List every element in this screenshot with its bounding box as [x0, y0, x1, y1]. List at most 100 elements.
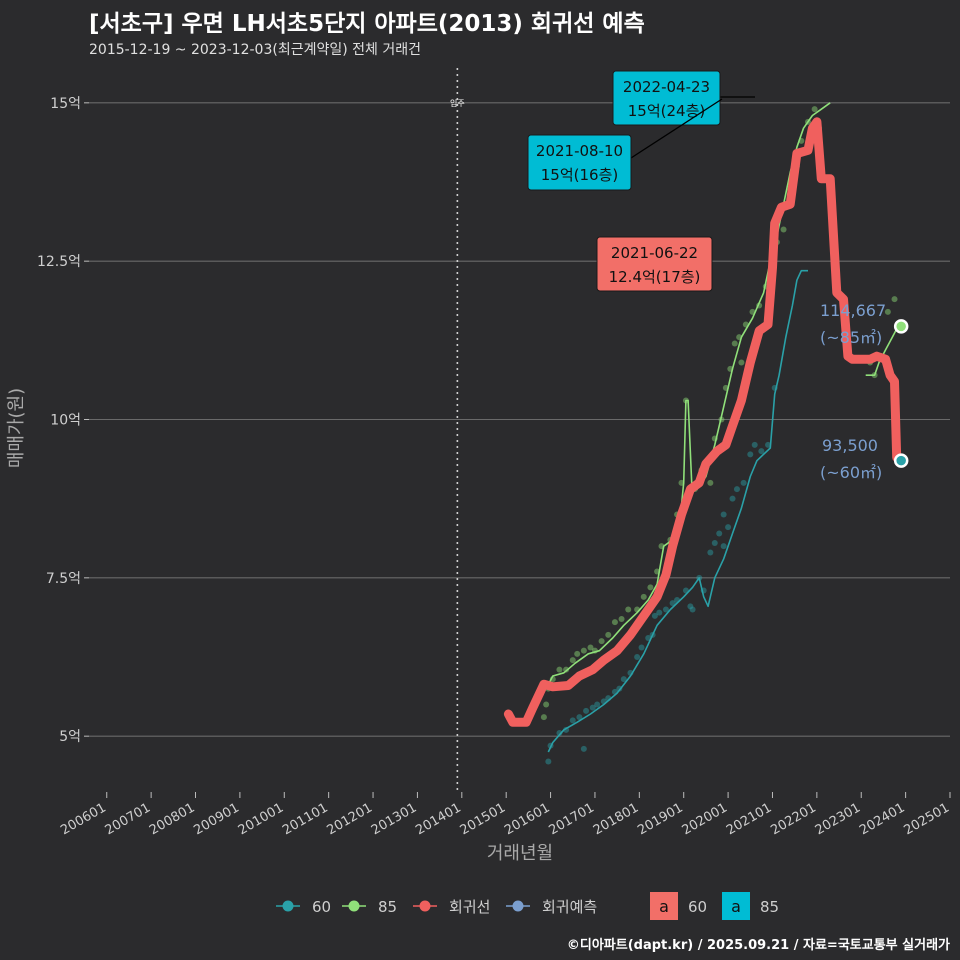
- annotation-box-2: [596, 236, 713, 292]
- legend-label-1: 85: [378, 898, 397, 916]
- scatter-point-60: [733, 486, 740, 493]
- regression-line-group: [503, 117, 902, 727]
- scatter-point-85: [611, 619, 618, 626]
- end-point-60: [893, 453, 909, 468]
- scatter-point-85: [580, 647, 587, 654]
- end-points: [893, 319, 909, 468]
- end-label-85-value: 114,667: [820, 301, 886, 320]
- scatter-point-60: [765, 441, 772, 448]
- series-lines: [545, 102, 900, 753]
- annotation-date: 2021-08-10: [536, 142, 623, 160]
- scatter-point-85: [738, 359, 745, 366]
- scatter-point-60: [651, 612, 658, 619]
- x-tick-label: 202101: [724, 800, 774, 838]
- scatter-point-60: [656, 609, 663, 616]
- legend-box-0: [650, 892, 678, 920]
- legend-key-dot-1: [348, 900, 360, 912]
- y-axis-title: 매매가(원): [6, 388, 27, 468]
- scatter-point-60: [687, 603, 694, 610]
- scatter-point-60: [669, 600, 676, 607]
- scatter-point-85: [884, 308, 891, 315]
- annotation-box-0: [612, 70, 721, 126]
- x-tick-label: 202501: [902, 800, 952, 838]
- scatter-point-60: [740, 479, 747, 486]
- legend-key-dot-2: [419, 900, 431, 912]
- scatter-point-85: [556, 666, 563, 673]
- annotation-price: 15억(16층): [541, 166, 618, 184]
- x-tick-label: 201301: [369, 800, 419, 838]
- scatter-point-85: [598, 638, 605, 645]
- scatter-point-60: [556, 730, 563, 736]
- scatter-point-85: [587, 644, 594, 651]
- scatter-point-85: [605, 631, 612, 638]
- scatter-point-85: [569, 657, 576, 664]
- move-in-label: 입주: [450, 99, 465, 108]
- series-line-85: [545, 102, 831, 690]
- end-label-60-area: (~60㎡): [820, 463, 882, 482]
- x-tick-label: 201101: [280, 800, 330, 838]
- y-tick-label: 15억: [50, 96, 81, 112]
- scatter-point-60: [638, 644, 645, 651]
- scatter-point-85: [625, 606, 632, 613]
- x-tick-label: 201201: [325, 800, 375, 838]
- x-tick-label: 201401: [413, 800, 463, 838]
- end-label-60-value: 93,500: [822, 436, 878, 455]
- series-line-60: [547, 269, 808, 753]
- scatter-point-60: [662, 606, 669, 613]
- annotation-date: 2021-06-22: [611, 244, 698, 262]
- y-tick-label: 10억: [50, 413, 81, 429]
- scatter-point-85: [811, 106, 818, 113]
- scatter-point-85: [574, 650, 581, 657]
- annotations: 114,667 (~85㎡) 93,500 (~60㎡) 2022-04-23 15억(2…: [527, 70, 886, 482]
- scatter-point-85: [543, 701, 550, 708]
- end-point-85: [893, 319, 909, 334]
- y-tick-label: 12.5억: [37, 254, 81, 270]
- legend-label-0: 60: [312, 898, 331, 916]
- annotation-price: 12.4억(17층): [609, 268, 701, 286]
- x-tick-label: 202001: [680, 800, 730, 838]
- x-tick-label: 200601: [58, 800, 108, 838]
- x-tick-label: 200901: [191, 800, 241, 838]
- y-tick-label: 7.5억: [46, 571, 81, 587]
- scatter-point-60: [569, 717, 576, 724]
- scatter-point-60: [707, 549, 714, 556]
- axis-labels: 거래년월 매매가(원): [6, 388, 553, 864]
- scatter-point-60: [634, 654, 641, 660]
- scatter-point-60: [751, 441, 758, 448]
- scatter-point-60: [620, 676, 627, 683]
- scatter-point-85: [780, 226, 787, 233]
- annotation-leader-1: [630, 98, 723, 159]
- footer-credit: ©디아파트(dapt.kr) / 2025.09.21 / 자료=국토교통부 실…: [566, 938, 950, 953]
- scatter-point-60: [545, 758, 552, 765]
- x-tick-label: 201501: [458, 800, 508, 838]
- scatter-point-60: [729, 495, 736, 502]
- x-tick-label: 201701: [546, 800, 596, 838]
- legend-box-1: [722, 892, 750, 920]
- scatter-point-60: [758, 448, 765, 455]
- scatter-point-85: [540, 714, 547, 721]
- scatter-point-60: [711, 540, 718, 546]
- grid-lines: [89, 102, 950, 737]
- scatter-point-60: [689, 606, 696, 613]
- x-tick-label: 202301: [813, 800, 863, 838]
- legend-key-dot-0: [282, 900, 294, 912]
- scatter-point-85: [731, 340, 738, 347]
- y-axis-ticks: 5억 7.5억 10억 12.5억 15억: [37, 96, 89, 745]
- x-axis-ticks: 2006012007012008012009012010012011012012…: [58, 792, 952, 838]
- legend-box-label-1: 85: [760, 898, 779, 916]
- legend-label-3: 회귀예측: [542, 898, 597, 916]
- scatter-point-85: [707, 479, 714, 486]
- legend-key-dot-3: [512, 900, 524, 912]
- scatter-point-60: [725, 524, 732, 531]
- move-in-marker: 입주: [450, 68, 465, 790]
- legend-label-2: 회귀선: [449, 898, 490, 916]
- legend-box-glyph-0: a: [659, 897, 669, 916]
- x-tick-label: 201001: [236, 800, 286, 838]
- x-axis-title: 거래년월: [487, 843, 553, 864]
- x-tick-label: 200701: [103, 800, 153, 838]
- x-tick-label: 201901: [635, 800, 685, 838]
- chart-title: [서초구] 우면 LH서초5단지 아파트(2013) 회귀선 예측: [89, 11, 645, 37]
- annotation-box-1: [527, 134, 632, 191]
- scatter-point-85: [647, 584, 654, 591]
